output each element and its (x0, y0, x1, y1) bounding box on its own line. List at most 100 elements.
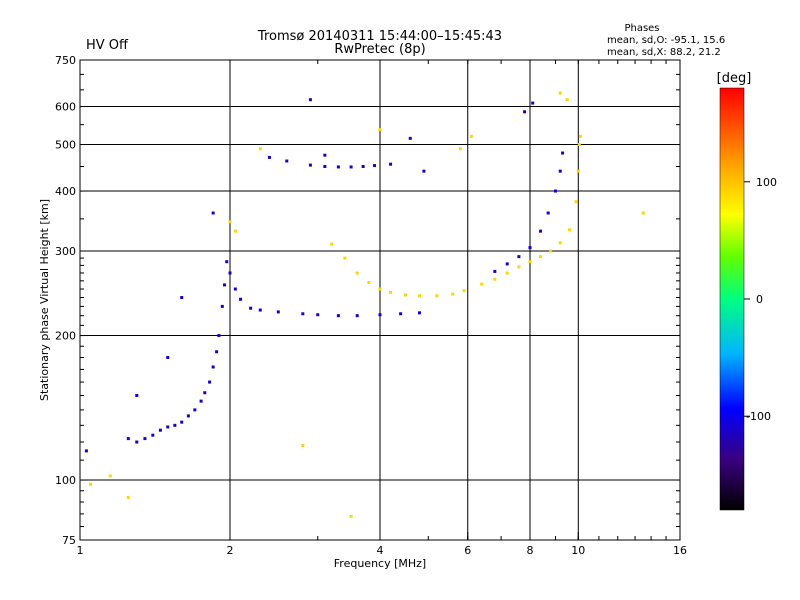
data-point-o (546, 211, 550, 215)
data-point-o (517, 255, 521, 259)
data-point-o (193, 408, 197, 412)
data-point-o (349, 165, 353, 169)
y-tick-label: 300 (55, 245, 76, 258)
x-tick-label: 10 (571, 544, 585, 557)
data-point-o (180, 420, 184, 424)
data-point-x (578, 134, 582, 138)
colorbar (719, 87, 745, 511)
data-point-x (108, 474, 112, 478)
data-point-o (228, 271, 232, 275)
data-point-o (211, 211, 215, 215)
data-point-o (308, 98, 312, 102)
data-point-o (143, 437, 147, 441)
data-point-x (641, 211, 645, 215)
data-point-o (301, 312, 305, 316)
data-point-o (417, 311, 421, 315)
data-point-x (549, 249, 553, 253)
data-point-o (399, 312, 403, 316)
data-point-x (435, 294, 439, 298)
y-tick-label: 100 (55, 474, 76, 487)
data-point-x (343, 256, 347, 260)
data-point-o (158, 428, 162, 432)
data-point-x (577, 143, 581, 147)
data-point-o (553, 189, 557, 193)
data-point-o (84, 449, 88, 453)
data-point-o (258, 308, 262, 312)
data-point-o (239, 297, 243, 301)
data-point-x (528, 260, 532, 264)
x-tick-label: 1 (77, 544, 84, 557)
data-point-x (378, 287, 382, 291)
data-point-x (233, 229, 237, 233)
data-point-o (173, 423, 177, 427)
data-point-x (565, 98, 569, 102)
data-point-o (223, 283, 227, 287)
data-point-o (523, 110, 527, 114)
x-axis-label: Frequency [MHz] (334, 557, 426, 570)
data-point-o (316, 313, 320, 317)
data-point-o (215, 350, 219, 354)
data-point-o (208, 380, 212, 384)
x-tick-label: 6 (464, 544, 471, 557)
data-point-x (558, 91, 562, 95)
data-point-o (180, 296, 184, 300)
x-axis: 1 2 4 6 8 10 16 (77, 60, 687, 557)
data-point-x (558, 241, 562, 245)
data-point-o (217, 334, 221, 338)
chart-subtitle: RwPretec (8p) (334, 42, 425, 57)
data-point-o (558, 169, 562, 173)
data-point-o (233, 287, 237, 291)
data-point-o (539, 229, 543, 233)
data-point-x (505, 271, 509, 275)
data-point-x (469, 134, 473, 138)
data-point-x (367, 280, 371, 284)
data-point-o (389, 162, 393, 166)
colorbar-tick-label: 100 (756, 176, 777, 189)
x-tick-label: 8 (527, 544, 534, 557)
data-point-x (574, 200, 578, 204)
data-point-o (308, 163, 312, 167)
phase-mean-x: mean, sd,X: 88.2, 21.2 (607, 47, 721, 58)
data-point-o (225, 260, 229, 264)
data-point-o (151, 433, 155, 437)
y-tick-label: 400 (55, 185, 76, 198)
data-point-x (493, 277, 497, 281)
hv-status: HV Off (86, 38, 129, 53)
phases-title: Phases (624, 23, 659, 34)
data-point-o (186, 414, 190, 418)
y-tick-label: 600 (55, 101, 76, 114)
data-point-x (458, 147, 462, 151)
data-point-x (462, 289, 466, 293)
data-point-o (203, 391, 207, 395)
y-axis: 75 100 200 300 400 500 600 750 (55, 54, 680, 547)
colorbar-ticks: 100 0 -100 (744, 176, 777, 423)
data-point-x (480, 282, 484, 286)
x-tick-label: 2 (227, 544, 234, 557)
y-tick-label: 75 (62, 534, 76, 547)
x-tick-label: 4 (377, 544, 384, 557)
data-point-o (561, 151, 565, 155)
y-tick-label: 500 (55, 139, 76, 152)
data-point-x (126, 495, 130, 499)
data-point-x (403, 293, 407, 297)
colorbar-tick-label: 0 (756, 293, 763, 306)
data-point-o (528, 246, 532, 250)
data-point-x (349, 514, 353, 518)
data-point-x (567, 228, 571, 232)
x-tick-label: 16 (673, 544, 687, 557)
data-point-o (531, 101, 535, 105)
phase-mean-o: mean, sd,O: -95.1, 15.6 (607, 35, 725, 46)
data-point-x (576, 169, 580, 173)
data-point-o (505, 262, 509, 266)
data-point-o (323, 164, 327, 168)
chart-title: Tromsø 20140311 15:44:00–15:45:43 (257, 29, 502, 44)
data-point-o (276, 310, 280, 314)
data-point-o (166, 425, 170, 429)
data-point-x (389, 290, 393, 294)
data-point-o (135, 394, 139, 398)
data-point-x (451, 292, 455, 296)
data-point-o (211, 365, 215, 369)
data-point-o (135, 440, 139, 444)
y-axis-label: Stationary phase Virtual Height [km] (38, 199, 51, 401)
data-point-x (517, 265, 521, 269)
